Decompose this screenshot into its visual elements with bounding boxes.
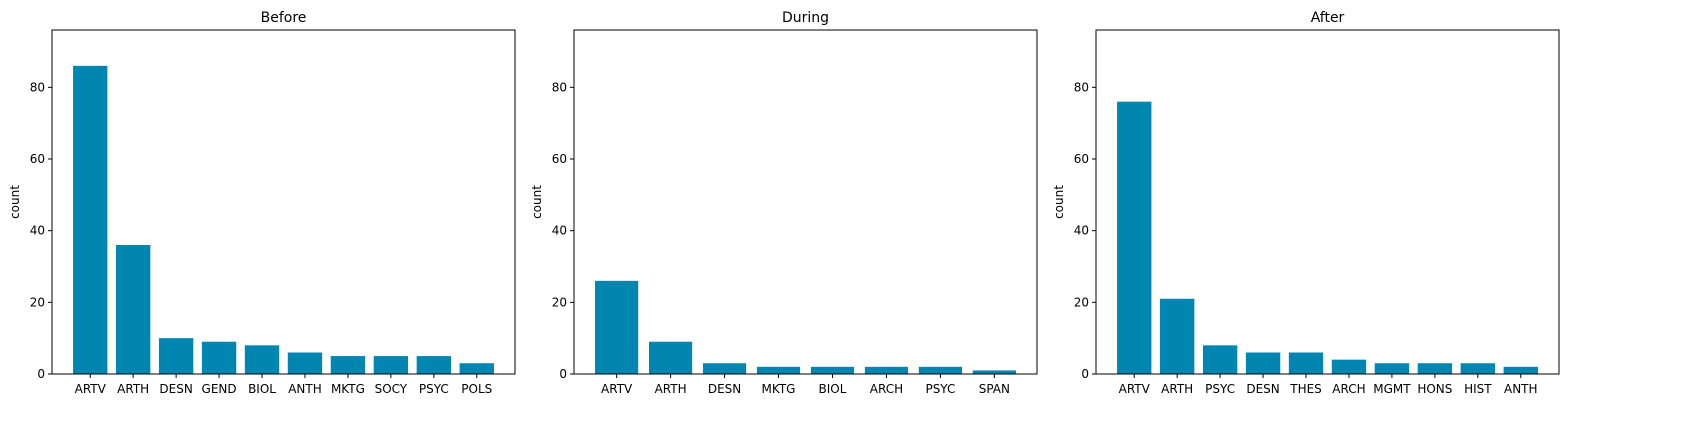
x-tick-label: HIST (1464, 382, 1492, 396)
y-tick-label: 0 (559, 367, 567, 381)
chart-title: Before (261, 10, 307, 26)
x-tick-label: ARTH (1161, 382, 1193, 396)
plot-frame (1095, 29, 1560, 375)
x-tick-label: GEND (202, 382, 237, 396)
bar-mktg (756, 366, 801, 374)
bar-arch (1331, 359, 1367, 374)
x-tick-label: MKTG (762, 382, 796, 396)
y-tick-label: 80 (552, 80, 567, 94)
bar-anth (287, 352, 323, 374)
x-tick-label: SPAN (979, 382, 1010, 396)
x-tick-label: DESN (708, 382, 741, 396)
chart-panel-1: Before ARTV ARTH DESN GEND BIOL ANTH MKTG SOCY PS… (8, 10, 516, 396)
bar-socy (373, 356, 409, 374)
y-tick-label: 20 (552, 295, 567, 309)
x-tick-label: ARCH (1332, 382, 1365, 396)
bar-arth (649, 341, 693, 374)
y-tick-label: 60 (1074, 152, 1089, 166)
x-tick-label: ARCH (870, 382, 903, 396)
bar-arch (864, 366, 909, 374)
bar-psyc (416, 356, 452, 374)
chart-title: After (1311, 10, 1345, 26)
bar-gend (201, 341, 237, 374)
y-axis-label: count (8, 185, 22, 219)
x-tick-label: ANTH (288, 382, 322, 396)
x-tick-label: BIOL (819, 382, 847, 396)
bar-arth (115, 245, 151, 374)
chart-title: During (782, 10, 829, 26)
y-tick-label: 80 (1074, 80, 1089, 94)
x-tick-label: MKTG (331, 382, 365, 396)
x-tick-label: HONS (1417, 382, 1452, 396)
bar-arth (1159, 298, 1195, 374)
bar-artv (1117, 101, 1152, 375)
bar-mktg (330, 356, 366, 374)
x-tick-label: DESN (159, 382, 192, 396)
bar-artv (595, 280, 639, 374)
bar-biol (244, 345, 280, 374)
x-tick-label: MGMT (1373, 382, 1411, 396)
y-axis-label: count (530, 185, 544, 219)
plot-frame (51, 29, 516, 375)
chart-panel-2: During ARTV ARTH DESN MKTG BIOL ARCH PSYC SPAN 0 2… (530, 10, 1038, 396)
y-tick-label: 40 (1074, 224, 1089, 238)
y-tick-label: 40 (30, 224, 45, 238)
bar-biol (810, 366, 855, 374)
y-tick-label: 60 (552, 152, 567, 166)
y-axis-label: count (1052, 185, 1066, 219)
bar-hons (1417, 363, 1453, 374)
bar-hist (1460, 363, 1496, 374)
chart-panel-3: After ARTV ARTH PSYC DESN THES ARCH MGMT HONS HIS… (1052, 10, 1560, 396)
x-tick-label: PSYC (925, 382, 955, 396)
x-tick-label: ANTH (1504, 382, 1538, 396)
y-tick-label: 40 (552, 224, 567, 238)
bar-desn (158, 338, 194, 374)
x-tick-label: POLS (461, 382, 492, 396)
bar-desn (702, 363, 747, 374)
bar-psyc (918, 366, 962, 374)
y-tick-label: 80 (30, 80, 45, 94)
bar-desn (1245, 352, 1281, 374)
plot-frame (573, 29, 1038, 375)
x-tick-label: DESN (1246, 382, 1279, 396)
x-tick-label: PSYC (1205, 382, 1235, 396)
bar-mgmt (1374, 363, 1410, 374)
y-tick-label: 20 (30, 295, 45, 309)
y-tick-label: 20 (1074, 295, 1089, 309)
x-tick-label: ARTV (1119, 382, 1151, 396)
x-tick-label: ARTV (75, 382, 107, 396)
y-tick-label: 0 (1081, 367, 1089, 381)
bar-artv (73, 65, 108, 374)
x-tick-label: ARTH (655, 382, 687, 396)
y-tick-label: 60 (30, 152, 45, 166)
bar-thes (1288, 352, 1324, 374)
x-tick-label: ARTH (117, 382, 149, 396)
bar-anth (1503, 366, 1538, 374)
x-tick-label: PSYC (419, 382, 449, 396)
y-tick-label: 0 (37, 367, 45, 381)
x-tick-label: THES (1289, 382, 1322, 396)
bar-psyc (1202, 345, 1238, 374)
x-tick-label: SOCY (375, 382, 408, 396)
x-tick-label: ARTV (601, 382, 633, 396)
bar-pols (459, 363, 494, 374)
bar-span (972, 370, 1016, 374)
x-tick-label: BIOL (248, 382, 276, 396)
